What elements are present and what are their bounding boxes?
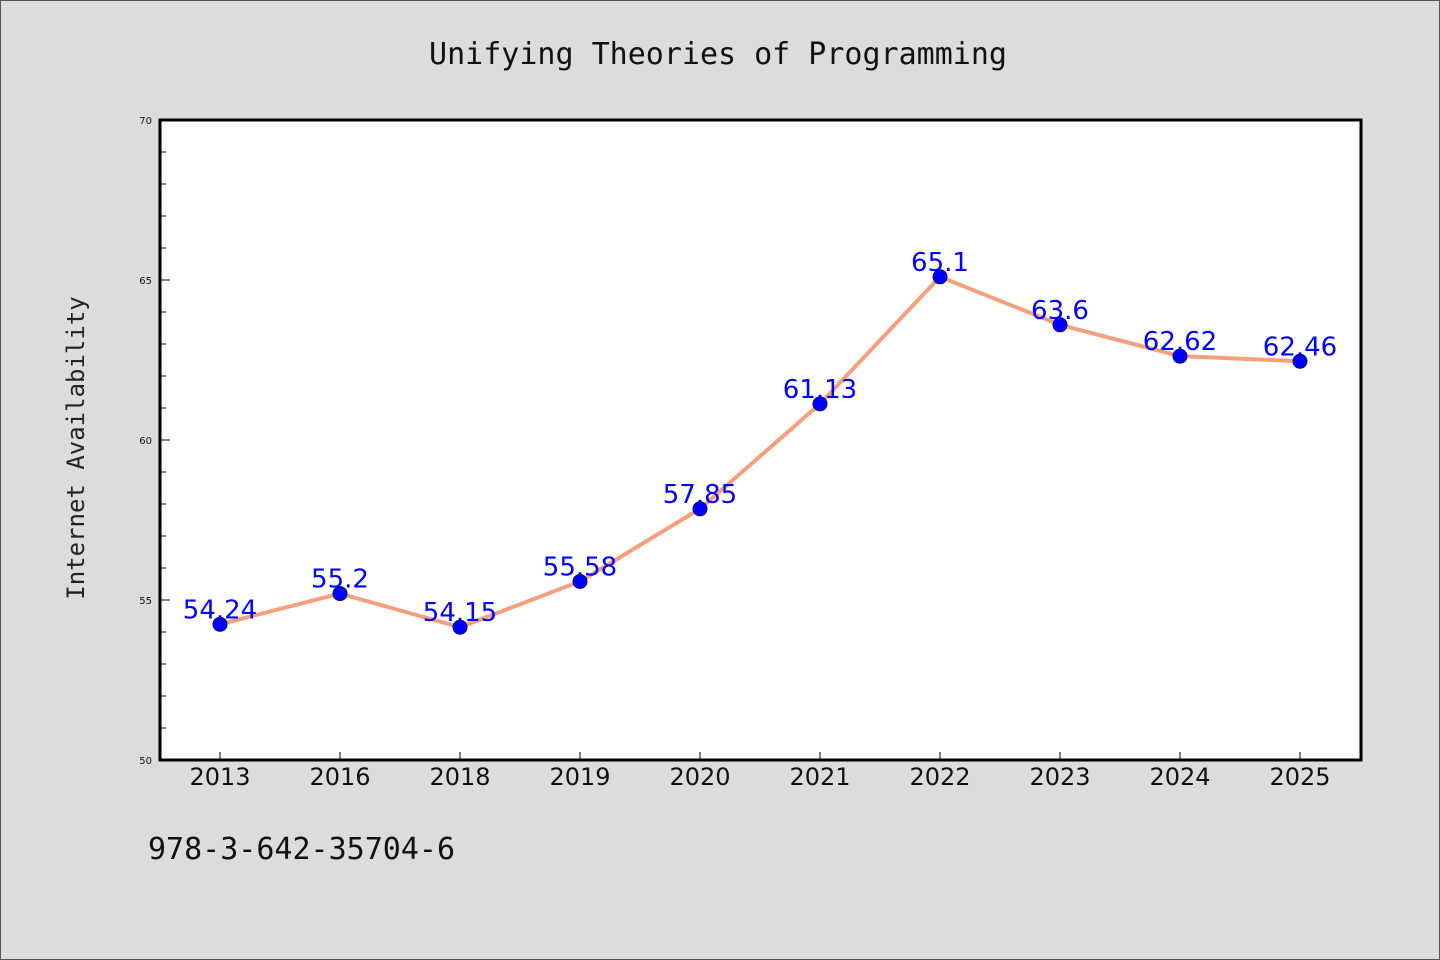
data-label: 61.13 bbox=[783, 375, 857, 405]
data-label: 55.2 bbox=[311, 565, 369, 595]
data-point bbox=[932, 269, 948, 285]
series-line bbox=[218, 274, 1302, 630]
x-tick-label: 2024 bbox=[1149, 763, 1210, 791]
data-labels: 54.24 55.2 54.15 55.58 57.85 61.13 65.1 63.6 62.… bbox=[183, 248, 1337, 628]
data-label: 62.46 bbox=[1263, 332, 1337, 362]
chart-title: Unifying Theories of Programming bbox=[429, 37, 1007, 72]
data-point bbox=[1172, 348, 1188, 364]
y-tick-label: 50 bbox=[139, 756, 152, 767]
x-tick-label: 2023 bbox=[1029, 763, 1090, 791]
series-group bbox=[212, 269, 1308, 635]
x-tick-label: 2025 bbox=[1269, 763, 1330, 791]
x-tick-label: 2013 bbox=[189, 763, 250, 791]
data-label: 54.15 bbox=[423, 598, 497, 628]
x-tick-label: 2016 bbox=[309, 763, 370, 791]
data-point bbox=[1052, 317, 1068, 333]
y-tick-label: 60 bbox=[139, 436, 152, 447]
data-label: 54.24 bbox=[183, 595, 257, 625]
data-label: 63.6 bbox=[1031, 296, 1089, 326]
data-point bbox=[212, 616, 228, 632]
data-label: 57.85 bbox=[663, 480, 737, 510]
data-label: 65.1 bbox=[911, 248, 969, 278]
data-point bbox=[572, 573, 588, 589]
x-tick-label: 2018 bbox=[429, 763, 490, 791]
x-axis: 2013 2016 2018 2019 2020 2021 2022 2023 2024 2025 bbox=[189, 752, 1331, 791]
plot-border bbox=[158, 118, 1363, 762]
data-point bbox=[812, 396, 828, 412]
x-tick-label: 2021 bbox=[789, 763, 850, 791]
x-tick-label: 2020 bbox=[669, 763, 730, 791]
data-label: 55.58 bbox=[543, 552, 617, 582]
plot-area bbox=[160, 120, 1361, 760]
x-tick-label: 2022 bbox=[909, 763, 970, 791]
data-label: 62.62 bbox=[1143, 327, 1217, 357]
data-point bbox=[692, 501, 708, 517]
data-point bbox=[332, 586, 348, 602]
data-point bbox=[1292, 353, 1308, 369]
y-tick-label: 55 bbox=[139, 596, 152, 607]
y-tick-label: 70 bbox=[139, 116, 152, 127]
y-tick-label: 65 bbox=[139, 276, 152, 287]
x-tick-label: 2019 bbox=[549, 763, 610, 791]
y-axis-label: Internet Availability bbox=[62, 296, 90, 599]
data-point bbox=[452, 619, 468, 635]
footer-note: 978-3-642-35704-6 bbox=[148, 832, 456, 867]
